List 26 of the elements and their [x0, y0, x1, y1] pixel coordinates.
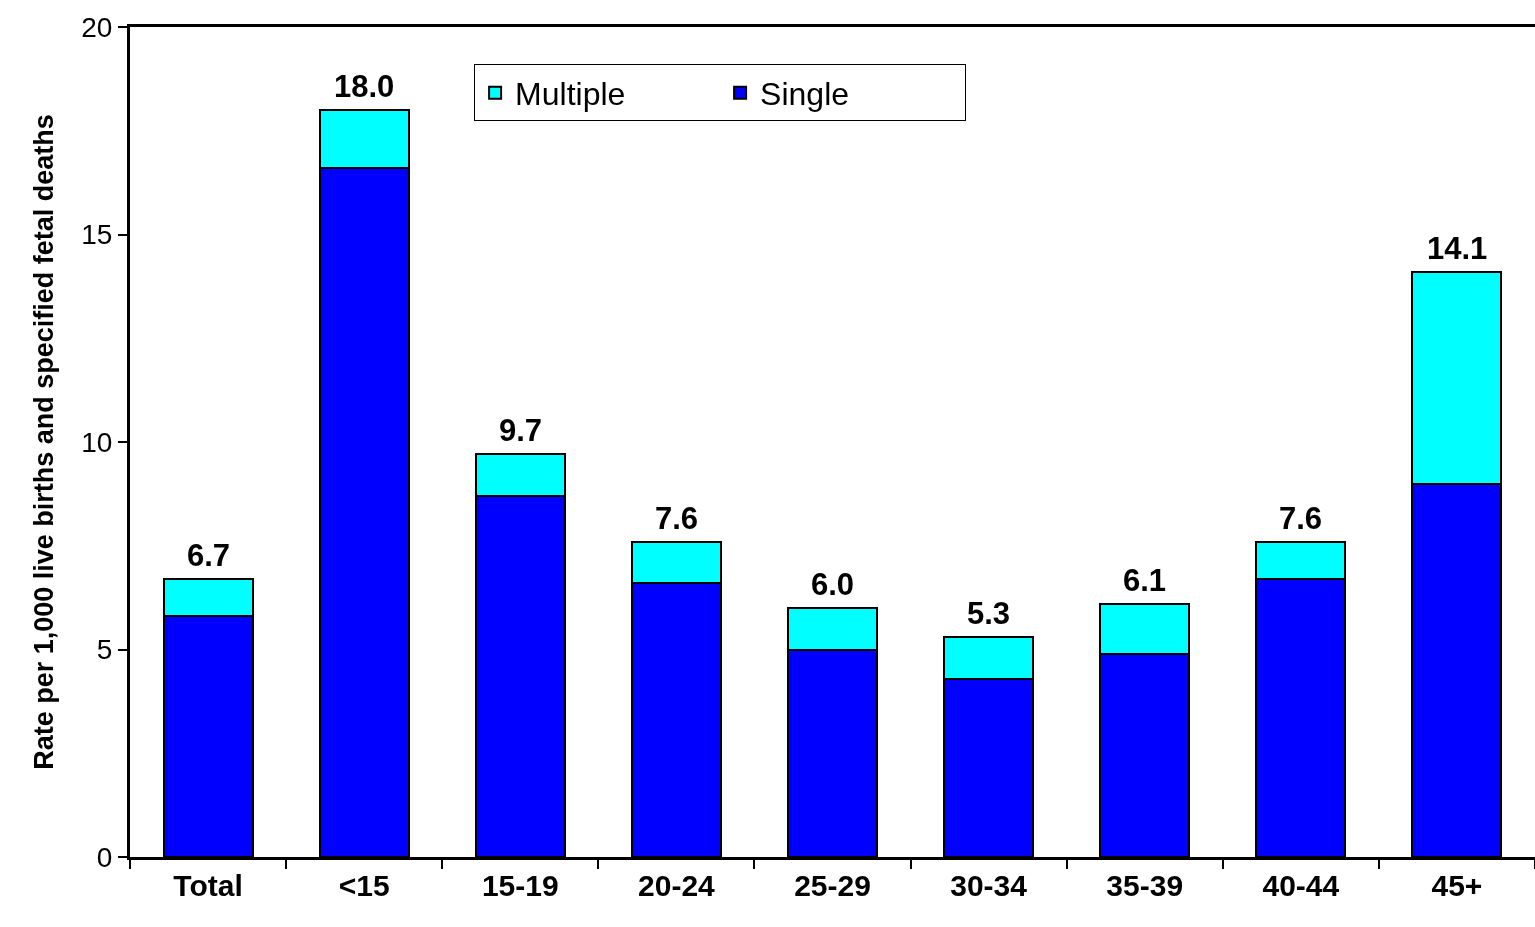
- y-tick-label: 15: [81, 219, 113, 251]
- total-label: 6.1: [1123, 563, 1167, 598]
- total-label: 9.7: [499, 413, 543, 448]
- legend-label: Multiple: [515, 76, 626, 113]
- y-tick-label: 20: [81, 11, 113, 43]
- total-label: 14.1: [1427, 231, 1488, 266]
- y-tick-label: 10: [81, 426, 113, 458]
- total-label: 7.6: [655, 501, 699, 536]
- x-tick-label: 45+: [1431, 869, 1483, 902]
- y-tick-label: 5: [96, 634, 113, 666]
- total-label: 18.0: [334, 69, 395, 104]
- x-tick-label: <15: [338, 869, 390, 902]
- x-tick-label: 40-44: [1262, 869, 1340, 902]
- y-axis-title: Rate per 1,000 live births and specified fetal deaths: [29, 114, 60, 770]
- total-label: 6.7: [187, 538, 231, 573]
- total-label: 7.6: [1279, 501, 1323, 536]
- x-tick-label: 35-39: [1106, 869, 1184, 902]
- x-tick-label: Total: [173, 869, 243, 902]
- x-tick-label: 30-34: [950, 869, 1028, 902]
- total-label: 6.0: [811, 567, 855, 602]
- x-tick-label: 25-29: [794, 869, 871, 902]
- total-label: 5.3: [967, 596, 1011, 631]
- legend-label: Single: [760, 76, 850, 113]
- x-tick-label: 20-24: [638, 869, 716, 902]
- y-tick-label: 0: [96, 841, 113, 873]
- x-tick-label: 15-19: [481, 869, 559, 902]
